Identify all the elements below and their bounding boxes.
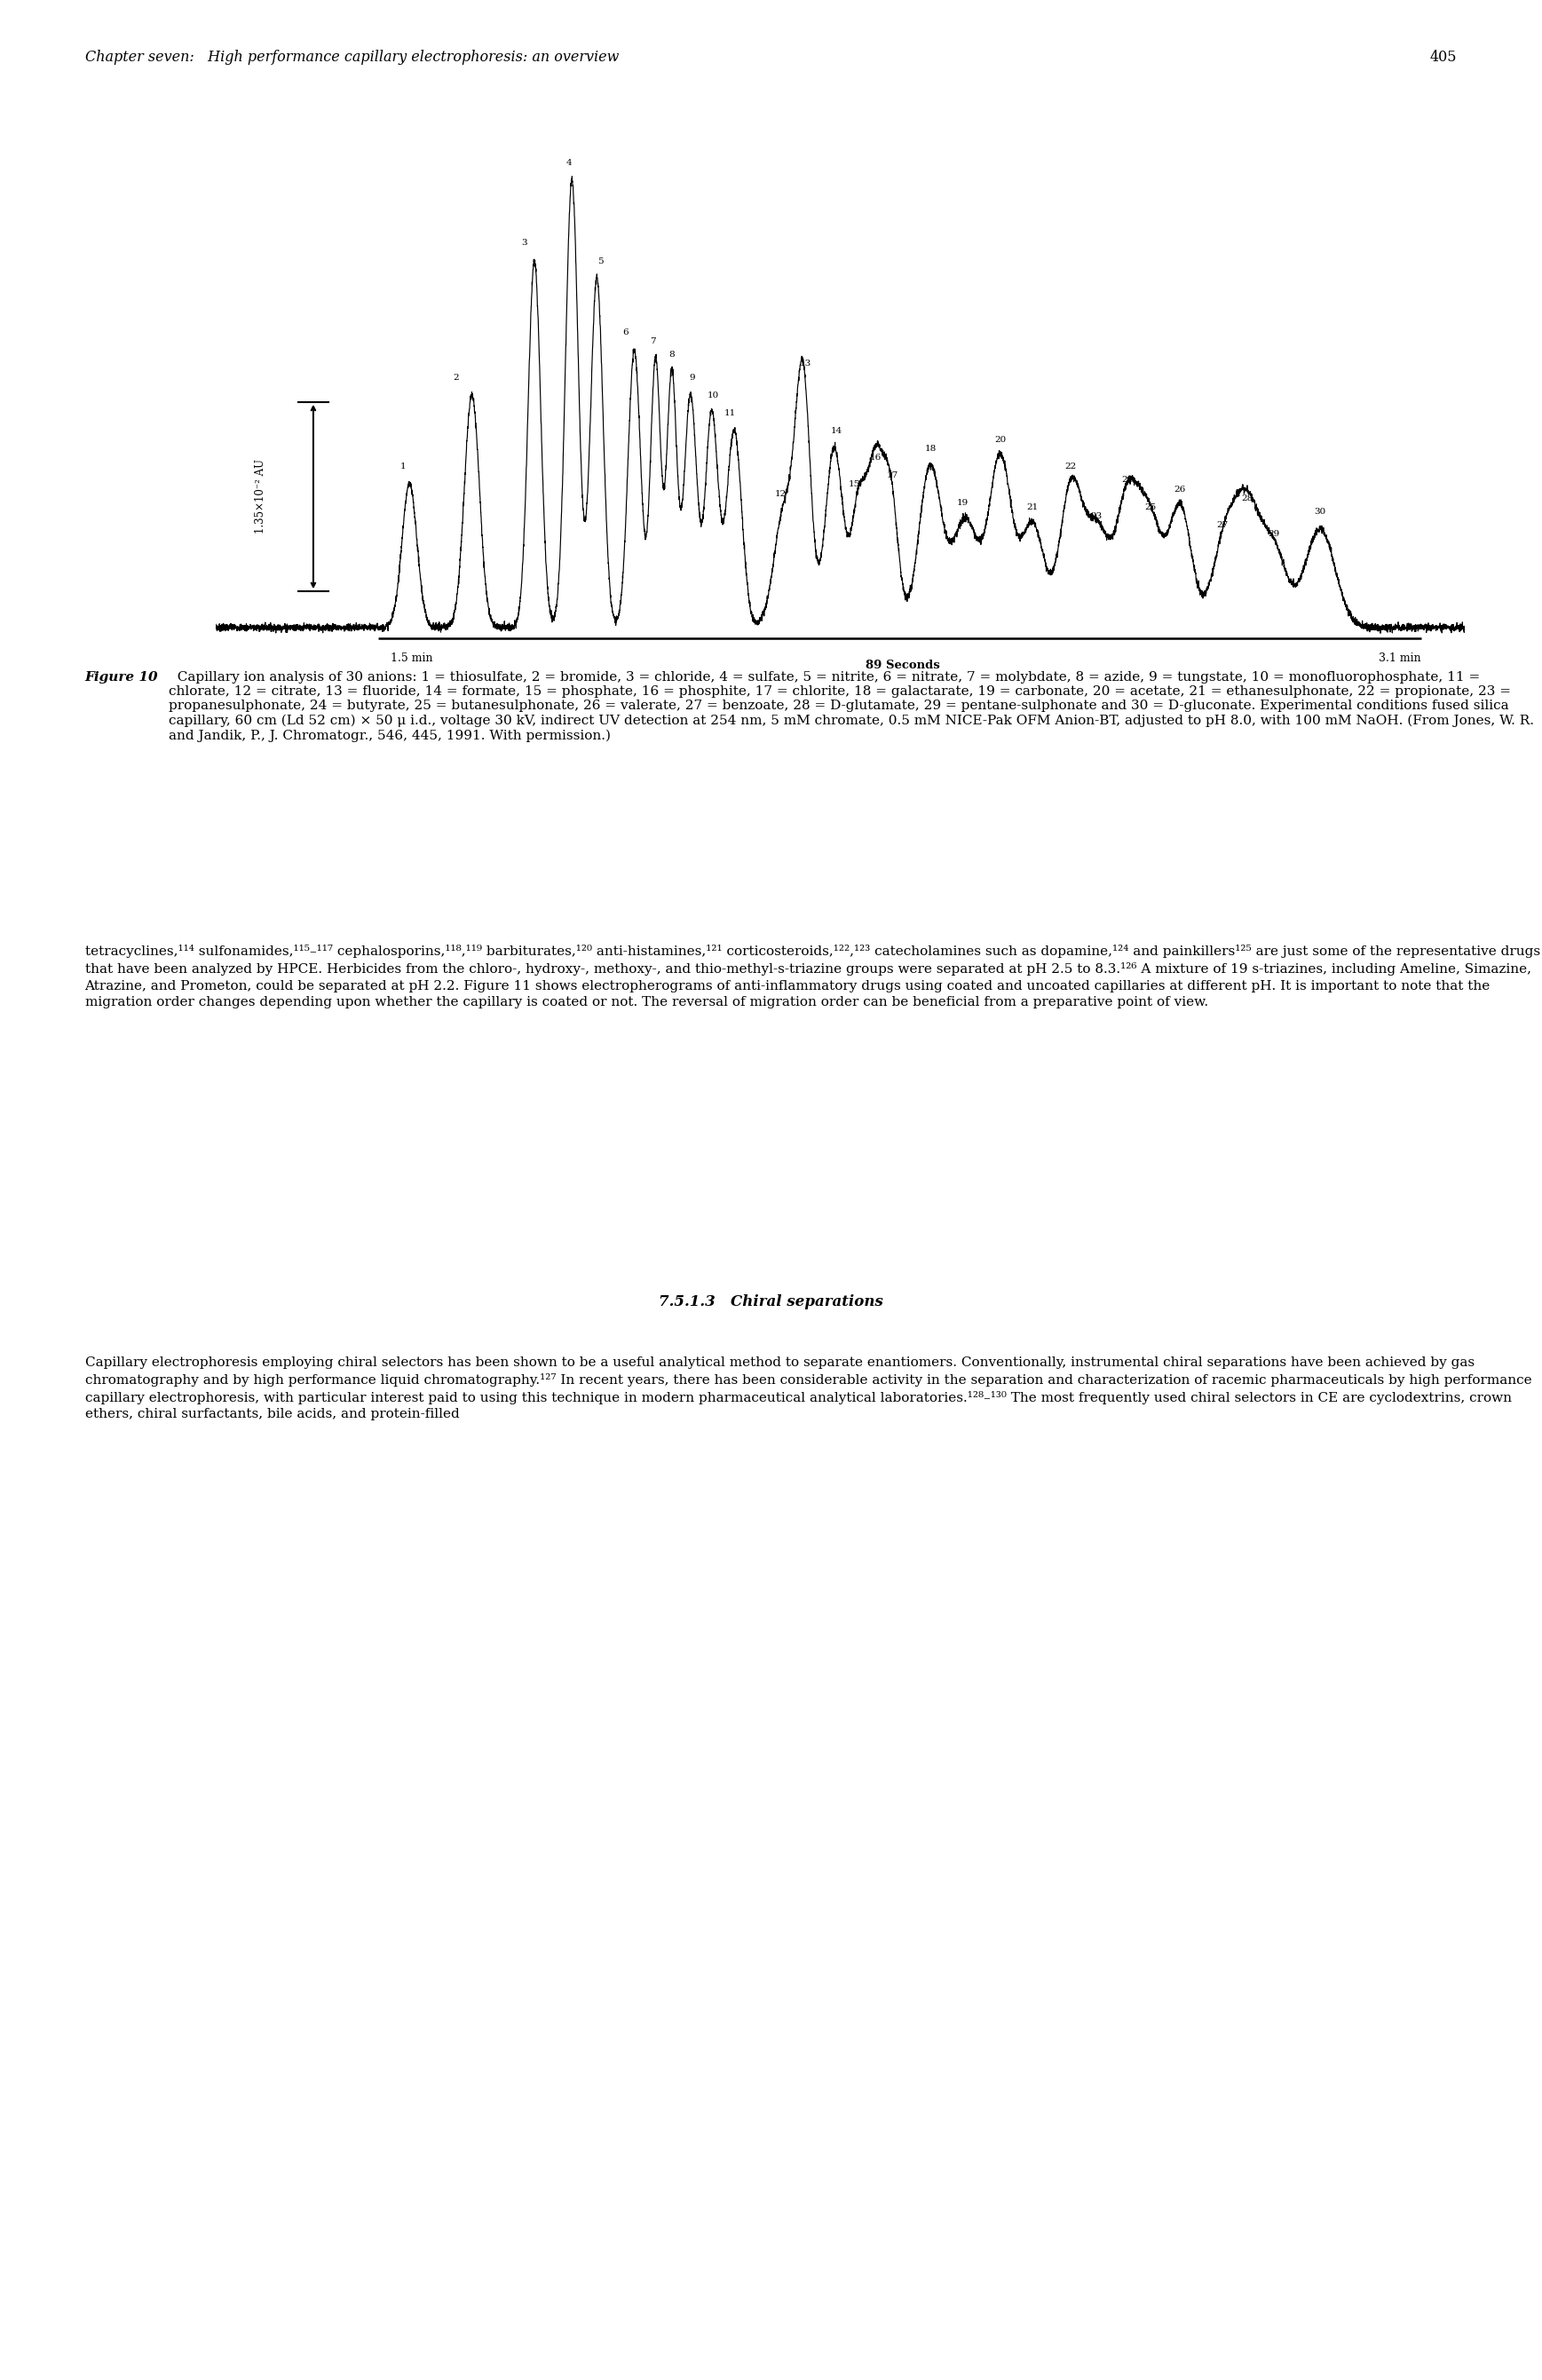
Text: tetracyclines,¹¹⁴ sulfonamides,¹¹⁵–¹¹⁷ cephalosporins,¹¹⁸,¹¹⁹ barbiturates,¹²⁰ a: tetracyclines,¹¹⁴ sulfonamides,¹¹⁵–¹¹⁷ c… <box>85 945 1540 1009</box>
Text: 20: 20 <box>995 436 1005 445</box>
Text: 21: 21 <box>1027 502 1039 512</box>
Text: 10: 10 <box>708 390 719 400</box>
Text: 23: 23 <box>1090 512 1103 519</box>
Text: 25: 25 <box>1144 502 1156 512</box>
Text: 14: 14 <box>831 426 842 436</box>
Text: 19: 19 <box>958 497 968 507</box>
Text: 9: 9 <box>689 374 695 381</box>
Text: 24: 24 <box>1121 476 1133 483</box>
Text: 2: 2 <box>453 374 458 381</box>
Text: 29: 29 <box>1268 531 1280 538</box>
Text: 16: 16 <box>870 455 880 462</box>
Text: Capillary electrophoresis employing chiral selectors has been shown to be a usef: Capillary electrophoresis employing chir… <box>85 1357 1531 1421</box>
Text: Capillary ion analysis of 30 anions: 1 = thiosulfate, 2 = bromide, 3 = chloride,: Capillary ion analysis of 30 anions: 1 =… <box>168 671 1534 743</box>
Text: 7: 7 <box>651 338 655 345</box>
Text: 12: 12 <box>774 490 786 497</box>
Text: 18: 18 <box>925 445 936 452</box>
Text: 17: 17 <box>887 471 899 481</box>
Text: 28: 28 <box>1241 495 1254 502</box>
Text: 6: 6 <box>623 328 629 336</box>
Text: 27: 27 <box>1217 521 1229 528</box>
Text: 1.5 min: 1.5 min <box>390 652 433 664</box>
Text: 1.35×10⁻² AU: 1.35×10⁻² AU <box>254 459 267 533</box>
Text: 15: 15 <box>848 481 860 488</box>
Text: 8: 8 <box>669 350 675 359</box>
Text: 26: 26 <box>1175 486 1186 493</box>
Text: 3: 3 <box>521 238 527 248</box>
Text: Chapter seven:   High performance capillary electrophoresis: an overview: Chapter seven: High performance capillar… <box>85 50 618 64</box>
Text: 13: 13 <box>800 359 811 369</box>
Text: 11: 11 <box>725 409 737 416</box>
Text: Figure 10: Figure 10 <box>85 671 159 683</box>
Text: 89 Seconds: 89 Seconds <box>865 659 941 671</box>
Text: 405: 405 <box>1429 50 1457 64</box>
Text: 4: 4 <box>566 159 572 167</box>
Text: 5: 5 <box>598 257 603 264</box>
Text: 30: 30 <box>1314 507 1326 516</box>
Text: 22: 22 <box>1064 462 1076 471</box>
Text: 1: 1 <box>401 462 406 471</box>
Text: 7.5.1.3   Chiral separations: 7.5.1.3 Chiral separations <box>658 1295 884 1309</box>
Text: 3.1 min: 3.1 min <box>1379 652 1422 664</box>
